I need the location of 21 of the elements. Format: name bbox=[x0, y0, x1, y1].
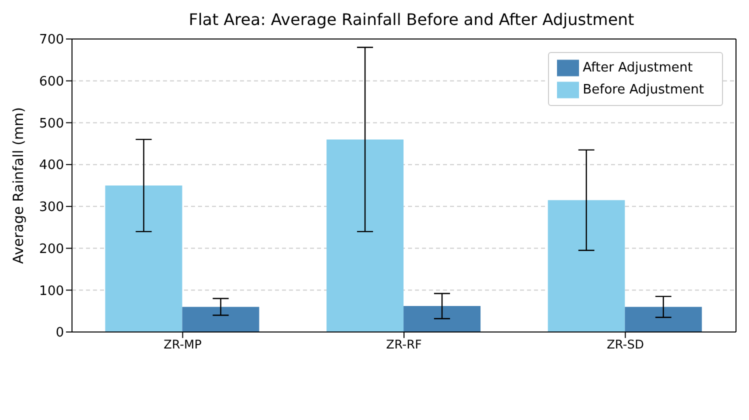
bar bbox=[404, 306, 481, 332]
legend-label: Before Adjustment bbox=[582, 82, 704, 98]
y-tick-label: 300 bbox=[39, 200, 64, 216]
chart-title: Flat Area: Average Rainfall Before and After Adjustment bbox=[188, 10, 636, 29]
y-tick-label: 600 bbox=[39, 74, 64, 90]
y-tick-label: 0 bbox=[56, 326, 64, 341]
x-tick-label: ZR-SD bbox=[606, 338, 644, 352]
x-tick-label: ZR-RF bbox=[386, 338, 422, 352]
y-tick-label: 700 bbox=[39, 32, 64, 48]
y-axis-title: Average Rainfall (mm) bbox=[10, 107, 27, 264]
bar bbox=[624, 306, 702, 332]
y-tick-label: 200 bbox=[39, 242, 64, 257]
x-tick-label: ZR-MP bbox=[164, 338, 202, 352]
bar bbox=[326, 139, 404, 332]
legend-label: After Adjustment bbox=[582, 60, 693, 76]
bar bbox=[105, 186, 182, 332]
bar bbox=[548, 200, 625, 332]
bar bbox=[182, 306, 260, 332]
y-tick-label: 500 bbox=[39, 116, 64, 132]
y-tick-label: 400 bbox=[39, 158, 64, 174]
y-tick-label: 100 bbox=[39, 284, 64, 299]
